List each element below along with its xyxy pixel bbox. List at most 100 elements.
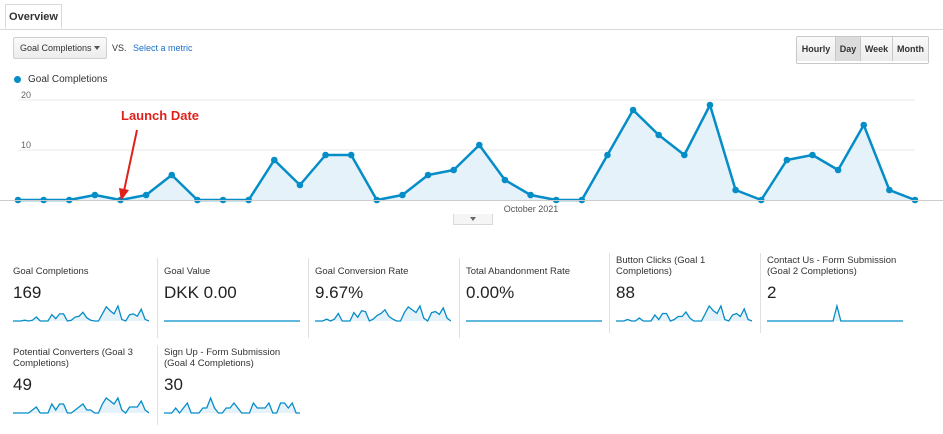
y-tick-label: 10 — [21, 140, 31, 150]
scorecard-value: 9.67% — [315, 283, 364, 302]
data-point — [296, 181, 304, 189]
scorecard-value: 88 — [616, 283, 635, 302]
data-point — [911, 196, 919, 204]
data-point — [194, 196, 201, 204]
vs-label: VS. — [112, 43, 127, 53]
sparkline-line — [315, 304, 451, 322]
scorecard-goal-value[interactable]: Goal Value DKK 0.00 — [157, 258, 304, 338]
scorecard-label: Goal Conversion Rate — [315, 266, 409, 277]
data-point — [14, 196, 22, 204]
scorecard-value: 169 — [13, 283, 42, 302]
data-point — [219, 196, 227, 204]
data-point — [245, 196, 252, 204]
sparkline-line — [767, 303, 903, 322]
data-point — [424, 171, 432, 179]
sparkline — [164, 396, 300, 415]
launch-date-annotation: Launch Date — [121, 108, 200, 123]
sparkline-fill — [315, 306, 451, 321]
sparkline-line — [13, 396, 149, 414]
legend-dot-icon — [14, 76, 21, 83]
data-point — [168, 171, 176, 179]
select-metric-link[interactable]: Select a metric — [133, 43, 193, 53]
sparkline — [767, 303, 903, 322]
scorecard-goal-conversion-rate[interactable]: Goal Conversion Rate 9.67% — [308, 258, 455, 338]
scorecard-value: 49 — [13, 375, 32, 394]
metric-dropdown[interactable]: Goal Completions — [13, 37, 107, 59]
scorecard-total-abandonment-rate[interactable]: Total Abandonment Rate 0.00% — [459, 258, 606, 338]
sparkline — [315, 304, 451, 322]
sparkline — [13, 304, 149, 322]
scorecard-value: 2 — [767, 283, 777, 302]
x-axis-label: October 2021 — [504, 204, 559, 214]
scorecard-label: Goal Completions — [13, 266, 89, 277]
scorecard-label: Potential Converters (Goal 3 Completions… — [13, 347, 133, 369]
sparkline — [616, 304, 752, 322]
data-point — [91, 191, 99, 199]
tab-bar: Overview — [0, 0, 943, 30]
sparkline-line — [616, 304, 752, 322]
data-point — [476, 141, 483, 149]
chevron-down-icon — [94, 46, 100, 50]
data-point — [322, 151, 329, 159]
sparkline-fill — [616, 306, 752, 321]
sparkline-line — [13, 304, 149, 322]
sparkline-fill — [13, 306, 149, 321]
collapse-chart-toggle[interactable] — [453, 214, 493, 225]
scorecard-value: DKK 0.00 — [164, 283, 237, 302]
period-hourly-button[interactable]: Hourly — [797, 37, 836, 61]
period-toggle: Hourly Day Week Month — [796, 36, 929, 64]
series-line — [18, 103, 916, 202]
scorecard-label: Sign Up - Form Submission (Goal 4 Comple… — [164, 347, 281, 369]
metric-dropdown-label: Goal Completions — [20, 43, 92, 53]
y-tick-label: 20 — [21, 90, 31, 100]
period-month-button[interactable]: Month — [893, 37, 928, 61]
data-point — [886, 186, 893, 194]
scorecard-goal-completions[interactable]: Goal Completions 169 — [7, 258, 153, 338]
sparkline — [164, 320, 300, 322]
data-point — [732, 186, 739, 194]
scorecard-value: 0.00% — [466, 283, 515, 302]
data-point — [604, 151, 611, 159]
sparkline-line — [164, 396, 300, 415]
data-point — [629, 106, 637, 114]
data-point — [501, 176, 509, 184]
data-point — [142, 191, 150, 199]
data-point — [706, 101, 714, 109]
scorecard-button-clicks[interactable]: Button Clicks (Goal 1 Completions) 88 — [609, 253, 756, 333]
data-point — [655, 131, 663, 139]
legend-label: Goal Completions — [28, 74, 108, 85]
scorecard-potential-converters[interactable]: Potential Converters (Goal 3 Completions… — [7, 345, 153, 425]
sparkline — [13, 396, 149, 414]
data-point — [373, 196, 381, 204]
data-point — [270, 156, 278, 164]
scorecard-label: Contact Us - Form Submission (Goal 2 Com… — [767, 255, 897, 277]
data-point — [757, 196, 765, 204]
scorecard-label: Button Clicks (Goal 1 Completions) — [616, 255, 706, 277]
tab-overview[interactable]: Overview — [5, 4, 62, 29]
data-point — [450, 166, 457, 174]
data-point — [527, 191, 534, 199]
data-point — [40, 196, 47, 204]
data-point — [399, 191, 406, 199]
goal-completions-chart[interactable]: 10 20 October 2021 — [0, 90, 943, 218]
data-point — [65, 196, 73, 204]
period-day-button[interactable]: Day — [836, 37, 861, 61]
scorecard-label: Total Abandonment Rate — [466, 266, 571, 277]
data-point — [783, 156, 791, 164]
chart-legend: Goal Completions — [14, 74, 107, 85]
chevron-down-icon — [470, 217, 476, 221]
scorecard-label: Goal Value — [164, 266, 211, 277]
data-point — [809, 151, 816, 159]
scorecard-sign-up[interactable]: Sign Up - Form Submission (Goal 4 Comple… — [157, 345, 304, 425]
data-point — [860, 121, 868, 129]
data-point — [681, 151, 688, 159]
data-point — [834, 166, 842, 174]
scorecard-contact-us[interactable]: Contact Us - Form Submission (Goal 2 Com… — [760, 253, 907, 333]
area-fill — [18, 105, 915, 200]
data-point — [347, 151, 355, 159]
data-point — [552, 196, 560, 204]
sparkline — [466, 320, 602, 322]
data-point — [578, 196, 586, 204]
period-week-button[interactable]: Week — [861, 37, 893, 61]
scorecard-value: 30 — [164, 375, 183, 394]
